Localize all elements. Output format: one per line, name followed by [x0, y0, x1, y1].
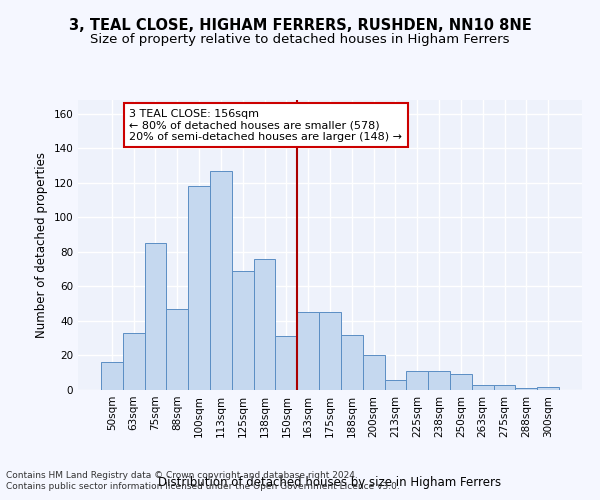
Bar [537, 386, 559, 390]
Bar [145, 244, 166, 390]
Bar [341, 335, 363, 390]
Bar [275, 336, 297, 390]
X-axis label: Distribution of detached houses by size in Higham Ferrers: Distribution of detached houses by size … [158, 476, 502, 489]
Text: Contains public sector information licensed under the Open Government Licence v3: Contains public sector information licen… [6, 482, 400, 491]
Bar [101, 362, 123, 390]
Bar [515, 388, 537, 390]
Bar [385, 380, 406, 390]
Bar [188, 186, 210, 390]
Bar [319, 312, 341, 390]
Bar [297, 312, 319, 390]
Text: 3 TEAL CLOSE: 156sqm
← 80% of detached houses are smaller (578)
20% of semi-deta: 3 TEAL CLOSE: 156sqm ← 80% of detached h… [129, 108, 402, 142]
Y-axis label: Number of detached properties: Number of detached properties [35, 152, 48, 338]
Bar [406, 371, 428, 390]
Bar [123, 333, 145, 390]
Text: Contains HM Land Registry data © Crown copyright and database right 2024.: Contains HM Land Registry data © Crown c… [6, 470, 358, 480]
Bar [450, 374, 472, 390]
Bar [254, 259, 275, 390]
Text: 3, TEAL CLOSE, HIGHAM FERRERS, RUSHDEN, NN10 8NE: 3, TEAL CLOSE, HIGHAM FERRERS, RUSHDEN, … [68, 18, 532, 32]
Bar [428, 371, 450, 390]
Bar [494, 385, 515, 390]
Bar [232, 271, 254, 390]
Bar [363, 356, 385, 390]
Text: Size of property relative to detached houses in Higham Ferrers: Size of property relative to detached ho… [90, 32, 510, 46]
Bar [166, 309, 188, 390]
Bar [210, 171, 232, 390]
Bar [472, 385, 494, 390]
